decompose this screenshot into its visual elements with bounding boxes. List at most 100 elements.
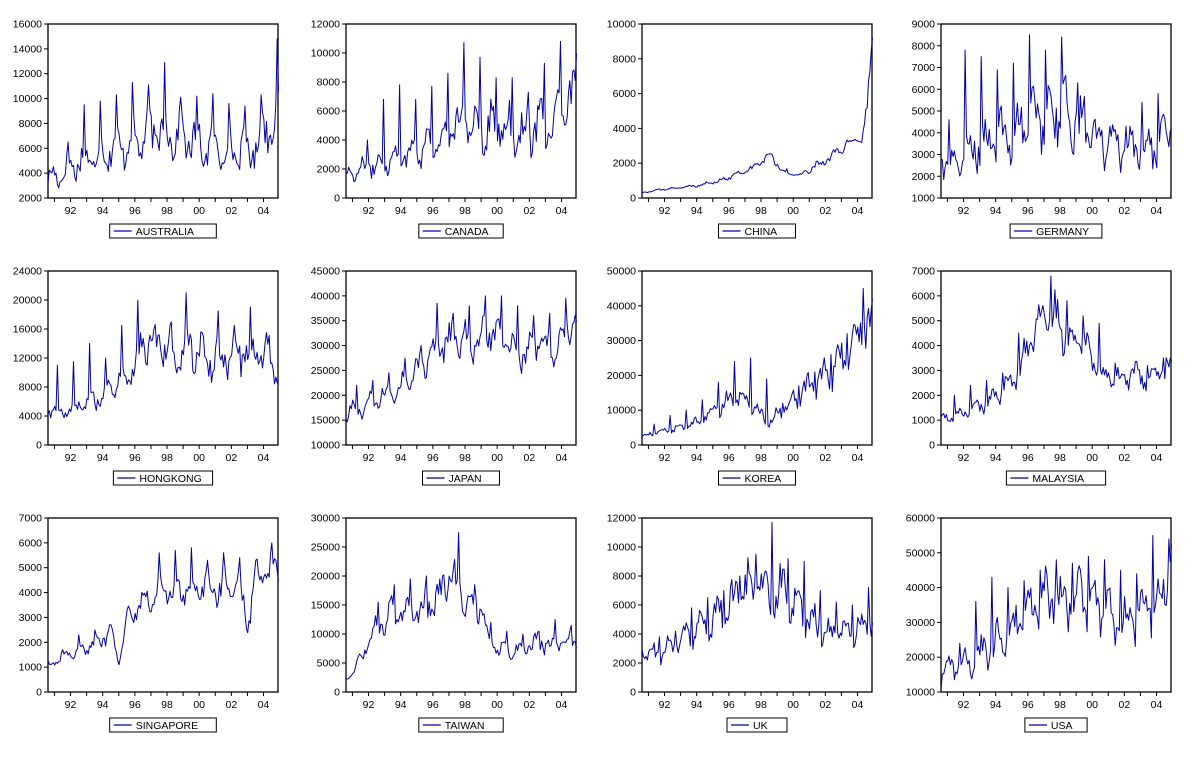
chart-taiwan: 0 5000 10000 15000 20000 25000 30000 92 94 96 98 00… — [311, 513, 577, 733]
y-tick-label: 10000 — [906, 687, 935, 699]
x-tick-label: 00 — [787, 452, 799, 464]
y-tick-label: 6000 — [912, 290, 936, 302]
series-line-usa — [940, 534, 1172, 691]
y-tick-label: 0 — [36, 687, 42, 699]
x-tick-label: 98 — [755, 205, 767, 217]
x-tick-label: 98 — [161, 699, 173, 711]
y-tick-label: 10000 — [607, 405, 636, 417]
y-tick-label: 4000 — [19, 411, 43, 423]
series-line-korea — [641, 287, 873, 437]
y-tick-label: 10000 — [13, 93, 42, 105]
y-tick-label: 35000 — [311, 315, 340, 327]
plot-frame — [641, 270, 873, 446]
y-tick-label: 12000 — [13, 353, 42, 365]
x-tick-label: 98 — [1054, 205, 1066, 217]
y-tick-label: 0 — [334, 687, 340, 699]
legend-label: TAIWAN — [445, 720, 485, 732]
y-tick-label: 20000 — [311, 571, 340, 583]
x-tick-label: 00 — [491, 699, 503, 711]
y-tick-label: 4000 — [317, 135, 341, 147]
y-tick-label: 8000 — [317, 77, 341, 89]
x-tick-label: 94 — [395, 699, 407, 711]
x-tick-label: 94 — [395, 452, 407, 464]
x-tick-label: 00 — [1086, 452, 1098, 464]
y-tick-label: 2000 — [19, 637, 43, 649]
y-tick-label: 12000 — [311, 19, 340, 31]
legend-label: MALAYSIA — [1032, 473, 1084, 485]
y-tick-label: 2000 — [613, 658, 637, 670]
chart-japan: 10000 15000 20000 25000 30000 35000 40000 45000… — [311, 266, 577, 486]
y-tick-label: 16000 — [13, 19, 42, 31]
series-line-uk — [641, 521, 873, 666]
plot-frame — [345, 23, 577, 199]
y-tick-label: 4000 — [19, 168, 43, 180]
x-tick-label: 02 — [226, 452, 238, 464]
y-tick-label: 12000 — [13, 68, 42, 80]
x-tick-label: 04 — [852, 699, 864, 711]
y-tick-label: 40000 — [607, 300, 636, 312]
x-tick-label: 02 — [524, 699, 536, 711]
y-tick-label: 2000 — [317, 164, 341, 176]
x-tick-label: 04 — [556, 699, 568, 711]
y-tick-label: 8000 — [613, 53, 637, 65]
plot-frame — [47, 270, 279, 446]
x-tick-label: 04 — [1151, 699, 1163, 711]
y-tick-label: 7000 — [912, 266, 936, 278]
legend-box — [718, 470, 796, 486]
x-tick-label: 02 — [524, 452, 536, 464]
y-tick-label: 5000 — [912, 106, 936, 118]
y-tick-label: 4000 — [613, 629, 637, 641]
y-tick-label: 16000 — [13, 324, 42, 336]
x-tick-label: 92 — [65, 452, 77, 464]
y-tick-label: 3000 — [19, 612, 43, 624]
y-tick-label: 0 — [334, 193, 340, 205]
x-tick-label: 94 — [97, 699, 109, 711]
x-tick-label: 98 — [1054, 452, 1066, 464]
x-tick-label: 96 — [1022, 699, 1034, 711]
series-line-china — [641, 37, 873, 193]
y-tick-label: 4000 — [912, 340, 936, 352]
x-tick-label: 94 — [691, 205, 703, 217]
y-tick-label: 5000 — [19, 562, 43, 574]
x-tick-label: 98 — [161, 205, 173, 217]
y-tick-label: 9000 — [912, 19, 936, 31]
legend-label: UK — [753, 720, 768, 732]
y-tick-label: 1000 — [19, 662, 43, 674]
y-tick-label: 2000 — [19, 193, 43, 205]
legend-box — [1009, 223, 1103, 239]
y-tick-label: 1000 — [912, 415, 936, 427]
chart-china: 0 2000 4000 6000 8000 10000 92 94 96 98 00 02 04 CHIN… — [607, 19, 873, 239]
legend-box — [418, 223, 504, 239]
series-line-australia — [47, 38, 279, 189]
chart-usa: 10000 20000 30000 40000 50000 60000 92 94 96 98 00… — [906, 513, 1172, 733]
y-tick-label: 4000 — [613, 123, 637, 135]
y-tick-label: 40000 — [311, 290, 340, 302]
legend-box — [726, 717, 788, 733]
x-tick-label: 94 — [691, 452, 703, 464]
y-tick-label: 10000 — [607, 19, 636, 31]
x-tick-label: 92 — [65, 205, 77, 217]
x-tick-label: 96 — [129, 205, 141, 217]
x-tick-label: 98 — [459, 205, 471, 217]
x-tick-label: 00 — [1086, 205, 1098, 217]
y-tick-label: 6000 — [317, 106, 341, 118]
y-tick-label: 8000 — [19, 382, 43, 394]
y-tick-label: 2000 — [912, 171, 936, 183]
x-tick-label: 04 — [852, 452, 864, 464]
plot-frame — [47, 517, 279, 693]
x-tick-label: 92 — [363, 699, 375, 711]
legend-box — [718, 223, 796, 239]
y-tick-label: 25000 — [311, 365, 340, 377]
series-line-taiwan — [345, 532, 577, 680]
x-tick-label: 04 — [1151, 452, 1163, 464]
x-tick-label: 98 — [459, 452, 471, 464]
y-tick-label: 10000 — [607, 542, 636, 554]
y-tick-label: 0 — [630, 440, 636, 452]
y-tick-label: 30000 — [311, 340, 340, 352]
x-tick-label: 96 — [427, 205, 439, 217]
series-line-canada — [345, 40, 577, 183]
x-tick-label: 00 — [1086, 699, 1098, 711]
y-tick-label: 14000 — [13, 43, 42, 55]
y-tick-label: 6000 — [613, 600, 637, 612]
y-tick-label: 25000 — [311, 542, 340, 554]
